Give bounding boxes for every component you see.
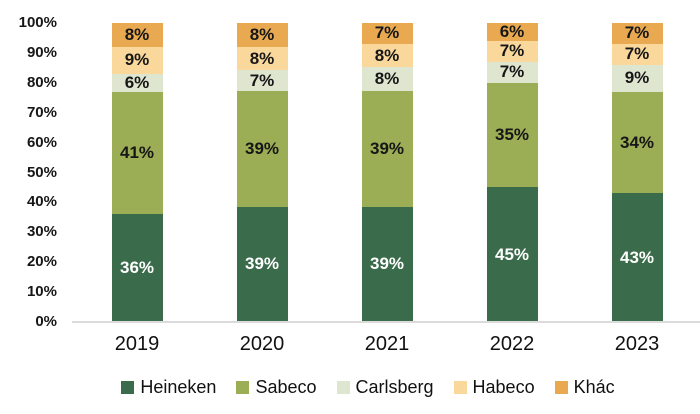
segment-label: 45% [494, 244, 530, 264]
x-axis-label-2019: 2019 [114, 333, 160, 355]
segment-label: 36% [119, 258, 155, 278]
y-axis-tick-60: 60% [26, 133, 57, 151]
segment-carlsberg-2020: 7% [236, 70, 288, 92]
y-axis-tick-30: 30% [26, 223, 57, 241]
segment-habeco-2022: 7% [486, 40, 538, 62]
y-axis-tick-10: 10% [26, 283, 57, 301]
segment-label: 8% [124, 25, 150, 44]
legend: Heineken Sabeco Carlsberg Habeco Khác [0, 374, 700, 400]
x-axis-label-2020: 2020 [239, 333, 285, 355]
legend-label: Sabeco [255, 376, 317, 397]
x-axis-label-2021: 2021 [364, 333, 410, 355]
legend-swatch-icon [236, 380, 250, 394]
segment-habeco-2020: 8% [236, 46, 288, 71]
segment-label: 7% [499, 41, 525, 61]
segment-habeco-2023: 7% [611, 43, 663, 65]
legend-swatch-icon [336, 380, 350, 394]
segment-label: 39% [244, 138, 280, 158]
y-axis-tick-70: 70% [26, 103, 57, 121]
y-axis-tick-80: 80% [26, 73, 57, 91]
segment-khac-2021: 7% [361, 23, 413, 44]
y-axis-tick-40: 40% [26, 193, 57, 211]
legend-item-heineken: Heineken [121, 377, 216, 398]
segment-sabeco-2021: 39% [361, 91, 413, 207]
segment-heineken-2021: 39% [361, 206, 413, 322]
segment-label: 7% [624, 23, 650, 43]
segment-carlsberg-2022: 7% [486, 61, 538, 83]
segment-khac-2020: 8% [236, 23, 288, 47]
segment-label: 34% [619, 132, 655, 152]
segment-label: 35% [494, 125, 530, 145]
bar-2023: 43% 34% 9% 7% 7% [611, 23, 663, 322]
segment-label: 39% [369, 138, 405, 158]
x-axis-label-2023: 2023 [614, 333, 660, 355]
segment-sabeco-2020: 39% [236, 91, 288, 207]
segment-label: 8% [374, 69, 400, 89]
bar-2021: 39% 39% 8% 8% 7% [361, 23, 413, 322]
segment-carlsberg-2019: 6% [111, 72, 163, 92]
y-axis-tick-0: 0% [35, 313, 57, 330]
segment-label: 8% [249, 48, 275, 68]
segment-khac-2022: 6% [486, 22, 538, 41]
legend-label: Habeco [472, 376, 535, 397]
segment-label: 39% [369, 254, 405, 274]
segment-sabeco-2019: 41% [111, 91, 163, 215]
segment-label: 9% [624, 68, 650, 88]
segment-heineken-2020: 39% [236, 206, 288, 322]
y-axis-tick-100: 100% [18, 14, 57, 31]
segment-khac-2019: 8% [111, 23, 163, 47]
segment-sabeco-2022: 35% [486, 82, 538, 188]
legend-label: Heineken [140, 376, 217, 397]
legend-item-sabeco: Sabeco [236, 376, 317, 398]
segment-label: 7% [499, 62, 525, 82]
segment-khac-2023: 7% [611, 23, 663, 44]
segment-habeco-2021: 8% [361, 43, 413, 68]
segment-carlsberg-2021: 8% [361, 67, 413, 92]
legend-item-khac: Khác [554, 376, 615, 398]
x-axis-line [72, 321, 700, 323]
legend-swatch-icon [453, 380, 467, 394]
segment-heineken-2022: 45% [486, 187, 538, 322]
segment-heineken-2023: 43% [611, 193, 663, 322]
legend-label: Khác [573, 376, 615, 397]
y-axis-tick-20: 20% [26, 253, 57, 271]
legend-swatch-icon [554, 380, 568, 394]
segment-heineken-2019: 36% [111, 214, 163, 322]
y-axis-tick-50: 50% [26, 163, 57, 181]
segment-label: 7% [374, 23, 400, 43]
y-axis-tick-90: 90% [26, 43, 57, 61]
bar-2020: 39% 39% 7% 8% 8% [236, 23, 288, 322]
segment-label: 9% [124, 50, 150, 70]
segment-label: 7% [624, 44, 650, 64]
legend-item-carlsberg: Carlsberg [336, 376, 434, 398]
legend-swatch-icon [121, 380, 135, 394]
segment-sabeco-2023: 34% [611, 91, 663, 194]
segment-label: 6% [499, 22, 525, 41]
segment-label: 39% [244, 254, 280, 274]
segment-label: 8% [374, 45, 400, 65]
bar-2022: 45% 35% 7% 7% 6% [486, 22, 538, 322]
x-axis-label-2022: 2022 [489, 333, 535, 355]
bar-2019: 36% 41% 6% 9% 8% [111, 23, 163, 322]
legend-label: Carlsberg [355, 376, 434, 397]
segment-carlsberg-2023: 9% [611, 64, 663, 92]
legend-item-habeco: Habeco [453, 376, 535, 398]
segment-label: 7% [249, 70, 275, 90]
segment-label: 8% [249, 24, 275, 44]
segment-label: 43% [619, 247, 655, 267]
segment-label: 41% [119, 143, 155, 163]
segment-label: 6% [124, 72, 150, 92]
segment-habeco-2019: 9% [111, 46, 163, 74]
